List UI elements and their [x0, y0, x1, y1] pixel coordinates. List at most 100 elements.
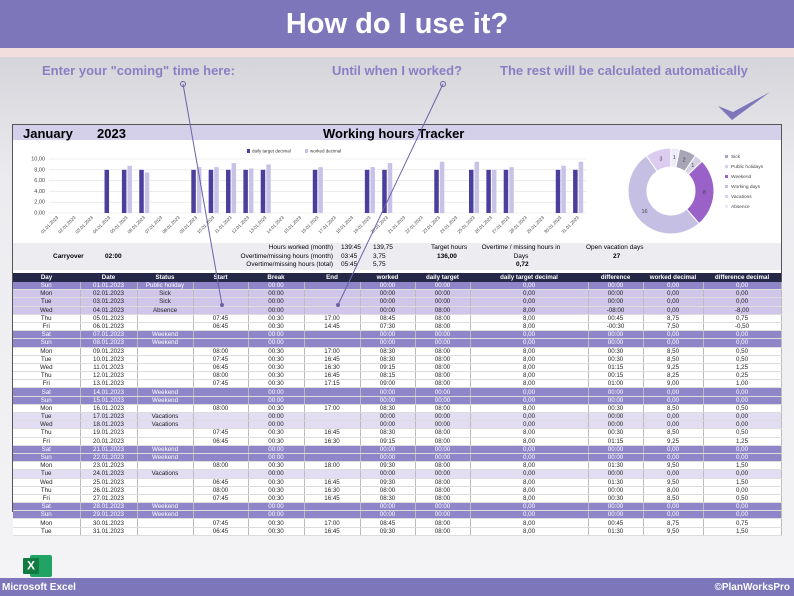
table-row: Tue 10.01.2023 07:45 00:30 16:45 08:30 08:00 8,…: [13, 355, 782, 364]
table-cell: Tue: [13, 412, 81, 422]
table-cell: 0,00: [703, 469, 782, 479]
table-cell: 0,00: [470, 510, 589, 520]
table-cell: Mon: [13, 461, 81, 471]
table-row: Sat 21.01.2023 Weekend 00:00 00:00 00:00 0,00 0…: [13, 445, 782, 454]
table-cell: 9,00: [643, 379, 704, 389]
table-cell: 08:00: [415, 347, 471, 356]
table-cell: 14.01.2023: [80, 387, 138, 397]
table-cell: 0,00: [703, 282, 782, 291]
app-name: Microsoft Excel: [2, 582, 76, 593]
table-cell: 06.01.2023: [80, 322, 138, 332]
column-header: difference: [588, 273, 643, 282]
table-cell: 8,50: [643, 494, 704, 504]
table-row: Fri 13.01.2023 07:45 00:30 17:15 09:00 08:00 8,…: [13, 379, 782, 389]
table-row: Sun 08.01.2023 Weekend 00:00 00:00 00:00 0,00 0…: [13, 338, 782, 348]
table-cell: 00:00: [588, 338, 644, 348]
table-cell: [304, 412, 361, 422]
table-cell: 00:00: [248, 306, 305, 315]
bar: [260, 169, 266, 213]
days-value: 0,72: [516, 261, 529, 268]
table-cell: [137, 486, 194, 495]
legend-label: Weekend: [731, 174, 752, 180]
bar: [318, 167, 323, 213]
table-cell: 06:45: [193, 478, 249, 487]
table-cell: 00:00: [360, 469, 416, 479]
table-cell: 30.01.2023: [80, 518, 138, 528]
bar: [312, 169, 318, 213]
table-cell: 14:45: [304, 322, 361, 332]
table-cell: Weekend: [137, 330, 194, 340]
table-cell: 08:00: [193, 371, 249, 381]
bar: [208, 169, 214, 213]
table-cell: Sun: [13, 396, 81, 405]
table-cell: 0,00: [470, 297, 589, 307]
table-cell: 1,25: [703, 363, 782, 373]
table-cell: 8,00: [470, 306, 589, 315]
table-cell: 17:15: [304, 379, 361, 389]
table-cell: 00:00: [248, 330, 305, 340]
table-cell: [304, 445, 361, 454]
summary-time: 03:45: [341, 252, 358, 260]
table-row: Thu 12.01.2023 08:00 00:30 16:45 08:15 08:00 8,…: [13, 371, 782, 381]
callout: The rest will be calculated automaticall…: [500, 63, 748, 78]
table-cell: 16:45: [304, 527, 361, 536]
table-cell: 00:00: [588, 330, 644, 340]
carryover-value: 02:00: [105, 253, 122, 260]
bar: [248, 168, 254, 213]
table-cell: [137, 363, 194, 373]
table-cell: [193, 412, 249, 422]
legend-label: Absence: [731, 204, 750, 210]
summary-decimal: 5,75: [373, 261, 386, 268]
table-cell: 08.01.2023: [80, 338, 138, 348]
table-cell: 08:00: [415, 379, 471, 389]
table-cell: 08:00: [415, 437, 471, 446]
table-cell: Fri: [13, 379, 81, 389]
table-cell: 08:00: [415, 461, 471, 471]
table-cell: 00:30: [248, 371, 305, 381]
table-cell: 11.01.2023: [80, 363, 138, 373]
table-cell: 10.01.2023: [80, 355, 138, 364]
hours-table: Day Date Status Start Break End worked daily ta…: [13, 273, 782, 536]
table-cell: 00:00: [360, 445, 416, 454]
legend-swatch: [305, 149, 308, 153]
bar: [266, 164, 271, 213]
table-cell: 0,00: [643, 306, 704, 315]
table-cell: 00:00: [588, 412, 644, 422]
table-row: Wed 04.01.2023 Absence 00:00 00:00 08:00 8,00-…: [13, 306, 782, 315]
table-cell: [137, 347, 194, 356]
table-cell: 00:00: [360, 297, 416, 307]
callout: Enter your "coming" time here:: [42, 63, 235, 78]
table-cell: 1,50: [703, 478, 782, 487]
table-cell: 08:15: [360, 371, 416, 381]
y-tick-label: 4,00: [34, 189, 45, 195]
table-cell: 9,25: [643, 437, 704, 446]
table-cell: 01:15: [588, 363, 644, 373]
legend-label: Sick: [731, 154, 741, 160]
table-cell: 0,50: [703, 428, 782, 438]
table-cell: Vacations: [137, 469, 194, 479]
table-cell: 8,00: [470, 494, 589, 504]
table-cell: [193, 282, 249, 291]
table-cell: Mon: [13, 518, 81, 528]
bar: [191, 169, 196, 213]
table-cell: 00:00: [588, 502, 644, 512]
table-cell: 8,75: [643, 314, 704, 323]
table-cell: [304, 469, 361, 479]
table-cell: 9,50: [643, 478, 704, 487]
column-header: daily target: [415, 273, 470, 282]
table-cell: 00:30: [588, 404, 644, 414]
table-cell: 8,00: [470, 371, 589, 381]
table-cell: 07:45: [193, 518, 249, 528]
table-cell: 09:30: [360, 461, 416, 471]
column-header: Day: [13, 273, 80, 282]
table-cell: 0,25: [703, 371, 782, 381]
table-cell: [193, 289, 249, 299]
table-cell: 09:30: [360, 527, 416, 536]
legend-swatch: [725, 155, 728, 158]
legend-label: worked decimal: [310, 149, 341, 154]
table-cell: 0,00: [470, 412, 589, 422]
table-cell: [193, 510, 249, 520]
table-cell: [304, 289, 361, 299]
table-cell: 0,00: [470, 330, 589, 340]
table-cell: 0,00: [470, 282, 589, 291]
